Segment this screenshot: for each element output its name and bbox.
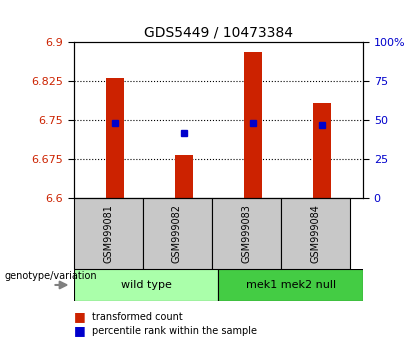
Text: ■: ■ xyxy=(74,310,85,323)
Text: GSM999082: GSM999082 xyxy=(172,204,182,263)
Text: transformed count: transformed count xyxy=(92,312,183,322)
Text: wild type: wild type xyxy=(121,280,171,290)
Bar xyxy=(313,103,331,198)
FancyBboxPatch shape xyxy=(212,198,281,269)
Title: GDS5449 / 10473384: GDS5449 / 10473384 xyxy=(144,26,293,40)
Text: ■: ■ xyxy=(74,325,85,337)
FancyBboxPatch shape xyxy=(218,269,363,301)
Bar xyxy=(106,78,123,198)
Text: GSM999084: GSM999084 xyxy=(310,204,320,263)
FancyBboxPatch shape xyxy=(74,198,142,269)
Text: GSM999083: GSM999083 xyxy=(241,204,251,263)
Bar xyxy=(175,155,192,198)
FancyBboxPatch shape xyxy=(281,198,349,269)
Text: genotype/variation: genotype/variation xyxy=(4,271,97,281)
Text: percentile rank within the sample: percentile rank within the sample xyxy=(92,326,257,336)
FancyBboxPatch shape xyxy=(74,269,218,301)
Text: mek1 mek2 null: mek1 mek2 null xyxy=(246,280,336,290)
FancyBboxPatch shape xyxy=(142,198,212,269)
Text: GSM999081: GSM999081 xyxy=(103,204,113,263)
Bar xyxy=(244,52,262,198)
